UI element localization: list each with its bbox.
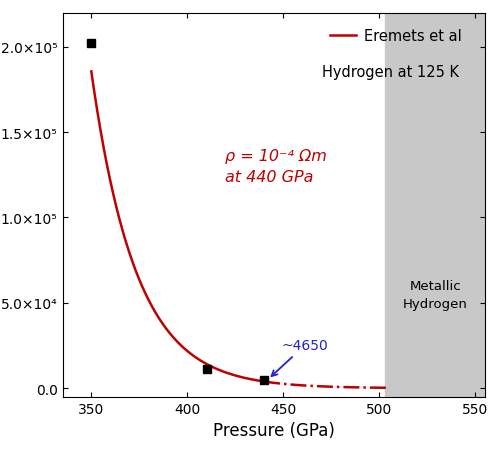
X-axis label: Pressure (GPa): Pressure (GPa) [213,421,334,439]
Text: ρ = 10⁻⁴ Ωm
at 440 GPa: ρ = 10⁻⁴ Ωm at 440 GPa [225,149,327,185]
Text: Hydrogen at 125 K: Hydrogen at 125 K [322,65,460,80]
Text: Metallic
Hydrogen: Metallic Hydrogen [402,279,468,310]
Bar [385,14,485,397]
Legend: Eremets et al: Eremets et al [324,23,467,49]
Text: ~4650: ~4650 [272,339,328,376]
